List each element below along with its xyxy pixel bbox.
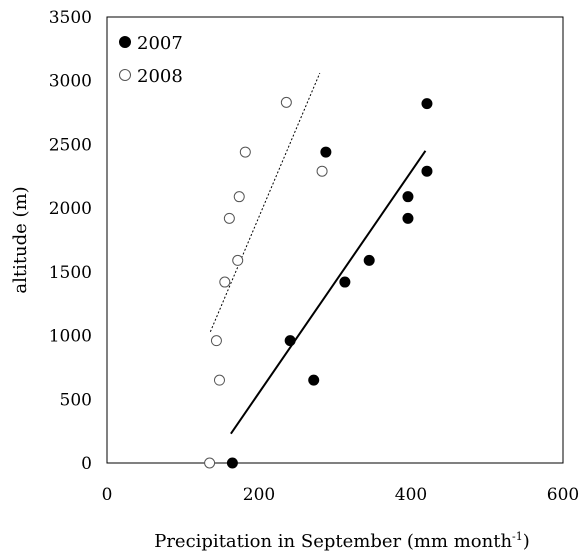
point-2007 xyxy=(320,146,332,158)
plot-area xyxy=(106,16,564,464)
y-axis-title: altitude (m) xyxy=(10,186,31,293)
y-tick-label: 0 xyxy=(81,454,92,474)
legend-marker-filled-circle xyxy=(119,36,131,48)
point-2007 xyxy=(421,165,433,177)
x-axis-title-end: ) xyxy=(523,531,530,552)
point-2008 xyxy=(213,374,225,386)
point-2007 xyxy=(339,276,351,288)
plot-border xyxy=(106,16,564,464)
point-2008 xyxy=(219,276,231,288)
point-2008 xyxy=(232,254,244,266)
x-axis-title-main: Precipitation in September (mm month xyxy=(154,531,512,552)
point-2008 xyxy=(210,335,222,347)
point-2007 xyxy=(421,98,433,110)
y-tick-label: 3500 xyxy=(49,8,92,28)
x-tick-label: 0 xyxy=(102,485,113,505)
y-axis-ticks: 0 500 1000 1500 2000 2500 3000 3500 xyxy=(49,8,92,474)
y-tick-label: 1500 xyxy=(49,263,92,283)
point-2007 xyxy=(226,457,238,469)
trendline-2007 xyxy=(230,150,427,435)
x-tick-label: 400 xyxy=(395,485,427,505)
point-2008 xyxy=(204,457,216,469)
point-2008 xyxy=(280,96,292,108)
data-points xyxy=(204,96,433,469)
x-tick-label: 200 xyxy=(243,485,275,505)
x-axis-ticks: 0 200 400 600 xyxy=(102,485,580,505)
y-tick-label: 3000 xyxy=(49,72,92,92)
x-axis-title-unit-exponent: -1 xyxy=(512,530,523,543)
legend-label-2008: 2008 xyxy=(137,66,183,87)
legend-marker-open-circle xyxy=(119,69,131,81)
legend: 2007 2008 xyxy=(119,33,183,87)
x-axis-title: Precipitation in September (mm month-1) xyxy=(154,530,530,552)
legend-label-2007: 2007 xyxy=(137,33,183,54)
point-2008 xyxy=(239,146,251,158)
point-2007 xyxy=(284,335,296,347)
point-2007 xyxy=(363,254,375,266)
point-2007 xyxy=(308,374,320,386)
x-tick-label: 600 xyxy=(547,485,579,505)
legend-item-2008: 2008 xyxy=(119,66,183,87)
legend-item-2007: 2007 xyxy=(119,33,183,54)
trendlines xyxy=(209,72,427,435)
point-2008 xyxy=(233,191,245,203)
point-2007 xyxy=(402,191,414,203)
point-2008 xyxy=(316,165,328,177)
y-tick-label: 2500 xyxy=(49,135,92,155)
trendline-2008 xyxy=(209,72,321,332)
point-2007 xyxy=(402,212,414,224)
y-tick-label: 500 xyxy=(60,390,92,410)
point-2008 xyxy=(223,212,235,224)
y-tick-label: 1000 xyxy=(49,327,92,347)
y-tick-label: 2000 xyxy=(49,199,92,219)
